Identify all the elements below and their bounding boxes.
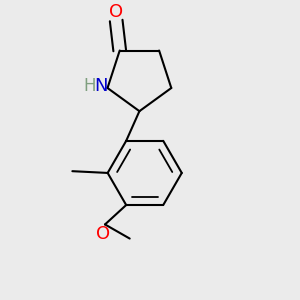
Text: H: H <box>83 77 95 95</box>
Text: N: N <box>94 77 108 95</box>
Text: O: O <box>109 3 123 21</box>
Text: O: O <box>96 225 110 243</box>
